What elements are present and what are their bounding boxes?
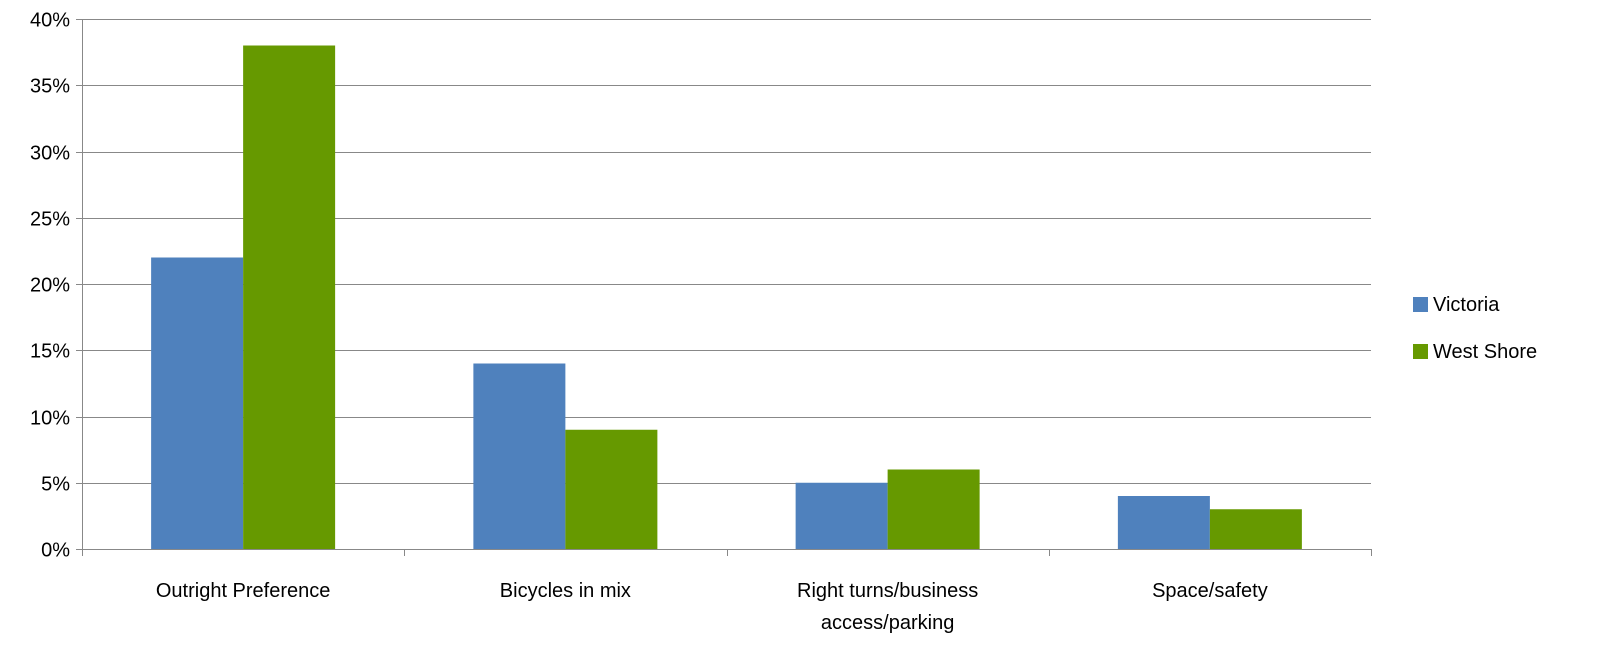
bar-west-shore <box>1209 509 1302 549</box>
legend-swatch <box>1413 344 1428 359</box>
bar-victoria <box>1117 496 1210 549</box>
x-category-label: Outright Preference <box>156 580 331 602</box>
y-tick-label: 0% <box>41 540 70 562</box>
bar-victoria <box>473 363 566 549</box>
y-tick-label: 15% <box>30 341 70 363</box>
y-tick-label: 25% <box>30 209 70 231</box>
x-category-label: Space/safety <box>1152 580 1268 602</box>
legend-label: Victoria <box>1433 294 1500 316</box>
y-tick-label: 5% <box>41 474 70 496</box>
y-tick-label: 20% <box>30 275 70 297</box>
bar-victoria <box>151 257 244 549</box>
labels: 0% 5% 10% 15% 20% 25% 30% 35% 40% Outright Prefer… <box>30 10 1268 635</box>
x-category-label: Right turns/business <box>797 580 978 602</box>
bar-west-shore <box>243 45 336 549</box>
y-tick-label: 10% <box>30 408 70 430</box>
x-category-label: Bicycles in mix <box>500 580 631 602</box>
y-tick-label: 40% <box>30 10 70 32</box>
y-tick-label: 35% <box>30 76 70 98</box>
legend: Victoria West Shore <box>1413 294 1537 363</box>
bars <box>151 45 1302 549</box>
bar-victoria <box>795 482 888 549</box>
bar-west-shore <box>565 429 658 549</box>
legend-swatch <box>1413 297 1428 312</box>
y-tick-label: 30% <box>30 143 70 165</box>
legend-label: West Shore <box>1433 341 1537 363</box>
axes <box>76 19 1372 556</box>
x-category-label: access/parking <box>821 612 954 634</box>
bar-west-shore <box>887 469 980 549</box>
